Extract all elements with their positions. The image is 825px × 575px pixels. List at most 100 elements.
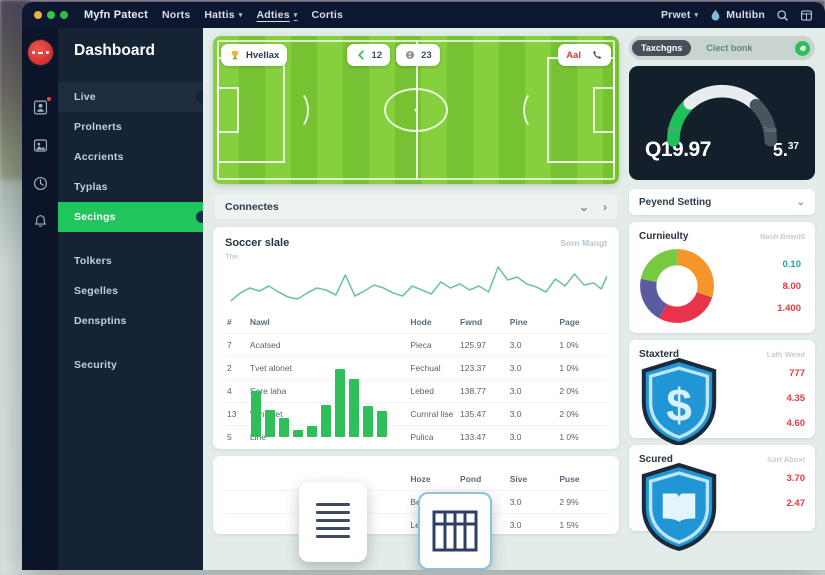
layout-icon[interactable] [800,9,813,22]
notification-badge [45,96,52,102]
sidebar-item-segelles[interactable]: Segelles [58,276,203,306]
cell-puse: 1 5% [557,513,607,534]
tab-taxchgns[interactable]: Taxchgns [632,40,692,56]
scured-title: Scured [639,454,673,465]
cell-hode: Pieca [408,333,459,357]
pitch-goal-box-right [593,87,615,133]
connectes-actions: ⌄ › [579,200,607,214]
menu-norts[interactable]: Norts [162,9,190,21]
sidebar-item-accrients[interactable]: Accrients [58,142,203,172]
cell-index: 5 [225,425,248,448]
connectes-bar[interactable]: Connectes ⌄ › [213,193,619,220]
document-tile[interactable] [299,482,367,562]
book-shield-icon [635,461,723,553]
cell-page: 2 0% [557,402,607,426]
sidebar-item-security[interactable]: Security [58,350,203,380]
table-row[interactable]: Lelbod 123.27 3.0 1 5% [225,513,607,534]
table-row[interactable]: Beuernh 139.77 3.0 2 9% [225,490,607,514]
sidebar-item-densptins[interactable]: Densptins [58,306,203,336]
cell-pine: 3.0 [507,425,558,448]
grid-tile[interactable] [418,492,492,570]
soccer-pitch[interactable]: Hvellax 12 [213,36,619,184]
stats-axis-label: The [225,252,238,261]
sidebar-item-live[interactable]: Live [58,82,208,112]
table-row[interactable]: 2 Tvet alonet Fechual 123.37 3.0 1 0% [225,356,607,380]
window-controls[interactable] [34,11,68,19]
possession-value: 12 [371,49,383,61]
stats-card-title: Soccer slale [225,237,290,249]
menu-cortis[interactable]: Cortis [311,9,343,21]
menu-cortis-label: Cortis [311,9,344,21]
col-pine: Pine [509,317,528,327]
curnieulty-header: Curnieulty Nash Bowd0 [639,231,805,242]
cell-page: 1 0% [557,333,607,357]
sidebar-item-secings[interactable]: Secings [58,202,208,232]
sidebar-item-tolkers[interactable]: Tolkers [58,246,203,276]
user-avatar[interactable] [27,40,53,65]
arrow-left-icon [355,49,367,61]
scured-note: Sort Aboxt [766,455,805,464]
bar-chart [251,365,387,437]
line-chart [225,263,607,307]
sidebar-item-label: Tolkers [74,255,112,267]
sidebar-item-typlas[interactable]: Typlas [58,172,203,202]
home-team-pill[interactable]: Hvellax [221,44,288,66]
close-button[interactable] [34,11,42,19]
curnieulty-card: Curnieulty Nash Bowd0 [629,222,815,333]
bar [349,379,359,437]
cell-page: 1 0% [557,356,607,380]
minimize-icon[interactable]: ⌄ [578,199,589,214]
home-team-label: Hvellax [246,49,280,61]
gauge-min-label: Sub [667,127,679,134]
stats-card-note: Sorn Mangt [560,238,607,248]
alert-label: Aal [566,49,581,61]
cell-page: 2 0% [557,379,607,403]
menu-hattis[interactable]: Hattis ▾ [204,9,242,21]
bottom-table-card: Hoze Pond Sive Puse [213,456,619,534]
leaf-icon[interactable] [795,40,810,56]
preset-label: Prwet [660,9,691,21]
contacts-icon[interactable] [32,96,52,116]
curnieulty-title: Curnieulty [639,231,689,242]
preset-menu[interactable]: Prwet ▾ [661,9,698,21]
chevron-right-icon[interactable]: › [603,199,607,214]
clock-icon[interactable] [32,175,49,192]
multibn-menu[interactable]: Multibn [709,9,765,22]
bell-icon[interactable] [32,213,49,230]
table-row[interactable]: 7 Acatsed Pieca 125.97 3.0 1 0% [225,333,607,357]
page-title: Dashboard [74,42,155,59]
cell-fwnd: 138.77 [458,379,508,403]
tab-ciect-bonk[interactable]: Ciect bonk [706,43,753,53]
alert-call-pill[interactable]: Aal [558,44,611,66]
cell-pine: 3.0 [507,356,558,380]
staxterd-note: Lath Wend [766,350,805,359]
chevron-down-icon: ▾ [694,12,699,19]
gauge-svg [667,84,777,147]
menu-adties[interactable]: Adties ▾ [256,9,297,21]
select-label: Peyend Setting [639,196,712,208]
minimize-button[interactable] [47,11,55,19]
cell-sive: 3.0 [507,513,558,534]
sidebar-item-prolnerts[interactable]: Prolnerts [58,112,203,142]
scured-header: Scured Sort Aboxt [639,454,805,465]
phone-icon[interactable] [591,49,603,61]
menu-hattis-label: Hattis [204,9,235,21]
possession-pill[interactable]: 12 [346,44,391,66]
value-item: 4.60 [786,418,806,429]
sidebar-item-label: Accrients [74,151,124,163]
bar [279,418,289,437]
bar [377,411,387,437]
image-icon[interactable] [32,137,49,154]
table-row[interactable]: 4 Sere laha Lebed 138.77 3.0 2 0% [225,379,607,403]
icon-rail [22,28,58,570]
stats-card-header: Soccer slale Sorn Mangt [225,237,607,249]
gauge-max-label: Tods [763,127,777,134]
peyend-setting-select[interactable]: Peyend Setting ⌄ [629,189,815,215]
maximize-button[interactable] [60,11,68,19]
svg-text:$: $ [666,379,692,431]
bar [265,410,275,437]
coins-pill[interactable]: 23 [396,44,440,66]
search-icon[interactable] [776,9,789,22]
sidebar-divider [58,336,203,350]
value-item: 2.47 [786,498,806,509]
